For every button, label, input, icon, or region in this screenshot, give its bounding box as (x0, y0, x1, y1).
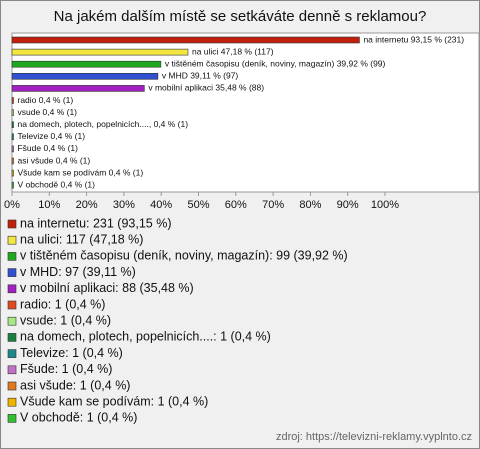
x-tick-label: 30% (113, 199, 135, 211)
legend-swatch (7, 268, 17, 277)
x-tick-label: 40% (150, 199, 172, 211)
legend-label: na domech, plotech, popelnicích....: 1 (… (20, 330, 271, 344)
legend-swatch (7, 235, 17, 245)
legend-swatch (7, 349, 17, 358)
x-tick-label: 10% (38, 199, 60, 211)
x-tick-label: 90% (337, 199, 359, 211)
legend-swatch (7, 316, 17, 326)
legend-swatch (7, 333, 17, 342)
source: zdroj: https://televizni-reklamy.vyplnto… (276, 431, 472, 443)
legend-swatch (7, 284, 17, 294)
bar (11, 36, 360, 44)
legend-swatch (7, 397, 17, 407)
bar (11, 73, 159, 80)
x-tick-label: 50% (187, 199, 209, 211)
legend-swatch (7, 219, 17, 229)
bar (11, 133, 14, 141)
bar (11, 48, 189, 56)
legend-label: vsude: 1 (0,4 %) (20, 313, 111, 327)
legend-label: na ulici: 117 (47,18 %) (20, 232, 143, 246)
x-tick-label: 70% (262, 199, 284, 211)
value-label: Televize 0,4 % (1) (17, 131, 85, 141)
value-label: V obchodě 0,4 % (1) (17, 179, 95, 189)
bar (11, 157, 14, 165)
legend-label: Fšude: 1 (0,4 %) (20, 362, 112, 376)
plot-area (11, 32, 480, 193)
legend-swatch (7, 365, 17, 375)
bar (11, 181, 14, 189)
x-tick-label: 0% (4, 199, 20, 211)
value-label: v MHD 39,11 % (97) (162, 71, 239, 81)
value-label: na domech, plotech, popelnicích...., 0,4… (17, 119, 188, 129)
value-label: Všude kam se podívám 0,4 % (1) (17, 167, 143, 177)
bar (11, 85, 145, 92)
value-label: na ulici 47,18 % (117) (192, 46, 274, 56)
legend-label: v tištěném časopisu (deník, noviny, maga… (20, 249, 348, 263)
value-label: v tištěném časopisu (deník, noviny, maga… (165, 58, 386, 68)
value-label: na internetu 93,15 % (231) (363, 34, 464, 44)
legend-swatch (7, 381, 17, 391)
chart-title: Na jakém dalším místě se setkáváte denně… (54, 8, 427, 25)
legend-swatch (7, 252, 17, 261)
legend-swatch (7, 300, 17, 310)
legend-label: radio: 1 (0,4 %) (20, 297, 105, 311)
x-tick-label: 20% (76, 199, 98, 211)
value-label: asi všude 0,4 % (1) (17, 155, 90, 165)
legend-swatch (7, 414, 17, 423)
value-label: radio 0,4 % (1) (17, 95, 73, 105)
bar (11, 60, 162, 68)
legend-label: na internetu: 231 (93,15 %) (20, 216, 172, 230)
value-label: vsude 0,4 % (1) (17, 107, 77, 117)
x-tick-label: 100% (371, 199, 399, 211)
x-tick-label: 60% (225, 199, 247, 211)
legend-label: V obchodě: 1 (0,4 %) (20, 411, 137, 425)
bar (11, 109, 14, 116)
bar (11, 145, 14, 153)
value-label: v mobilní aplikaci 35,48 % (88) (148, 83, 264, 93)
value-label: Fšude 0,4 % (1) (17, 143, 78, 153)
legend-label: v MHD: 97 (39,11 %) (20, 265, 136, 279)
legend-label: Televize: 1 (0,4 %) (20, 346, 123, 360)
legend-label: v mobilní aplikaci: 88 (35,48 %) (20, 281, 194, 295)
legend-label: asi všude: 1 (0,4 %) (20, 378, 130, 392)
bar (11, 121, 14, 128)
legend-label: Všude kam se podívám: 1 (0,4 %) (20, 394, 208, 408)
x-tick-label: 80% (299, 199, 321, 211)
bar (11, 169, 14, 177)
bar (11, 97, 14, 104)
